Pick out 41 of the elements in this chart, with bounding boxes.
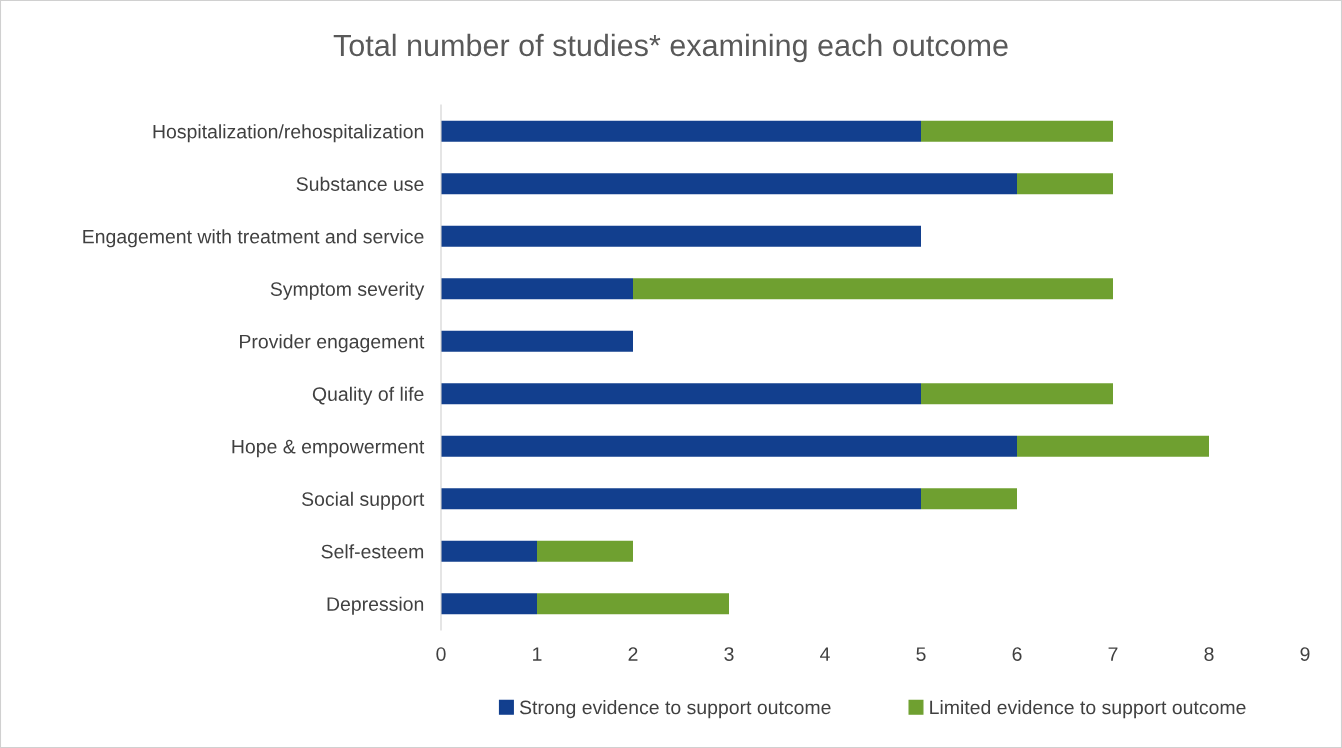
bar — [921, 120, 1113, 142]
x-tick-label: 4 — [820, 647, 830, 661]
bar — [441, 383, 921, 405]
bar — [441, 435, 1017, 457]
bar — [441, 225, 921, 247]
bar — [441, 593, 537, 615]
bar — [1017, 435, 1209, 457]
x-tick-label: 6 — [1012, 647, 1022, 661]
x-tick-label: 5 — [916, 647, 926, 661]
y-tick-label: Quality of life — [312, 386, 424, 405]
bar — [537, 540, 633, 562]
bar — [1017, 173, 1113, 195]
y-tick-label: Self-esteem — [321, 544, 424, 559]
x-tick-label: 9 — [1300, 647, 1310, 661]
y-tick-label: Hospitalization/rehospitalization — [153, 124, 424, 143]
legend-label: Strong evidence to support outcome — [519, 700, 831, 719]
y-tick-label: Substance use — [296, 176, 424, 191]
bar — [633, 278, 1113, 300]
x-tick-label: 0 — [436, 647, 446, 661]
bar — [441, 540, 537, 562]
y-tick-label: Symptom severity — [270, 281, 425, 300]
x-tick-label: 7 — [1108, 647, 1118, 661]
y-tick-label: Depression — [327, 596, 424, 615]
bar — [441, 173, 1017, 195]
y-tick-label: Engagement with treatment and service — [83, 229, 424, 248]
bar — [441, 278, 633, 300]
x-tick-label: 1 — [533, 647, 542, 661]
x-tick-label: 3 — [724, 647, 734, 661]
bar — [921, 383, 1113, 405]
x-tick-label: 2 — [628, 647, 638, 661]
bar — [441, 488, 921, 510]
bar — [537, 593, 729, 615]
bar — [441, 330, 633, 352]
bar — [441, 120, 921, 142]
y-tick-label: Provider engagement — [240, 334, 425, 353]
bar — [921, 488, 1017, 510]
x-tick-label: 8 — [1204, 647, 1214, 661]
y-tick-label: Social support — [302, 491, 425, 510]
chart-title: Total number of studies* examining each outcome — [333, 33, 1008, 63]
y-tick-label: Hope & empowerment — [232, 439, 425, 458]
legend-label: Limited evidence to support outcome — [930, 700, 1246, 719]
